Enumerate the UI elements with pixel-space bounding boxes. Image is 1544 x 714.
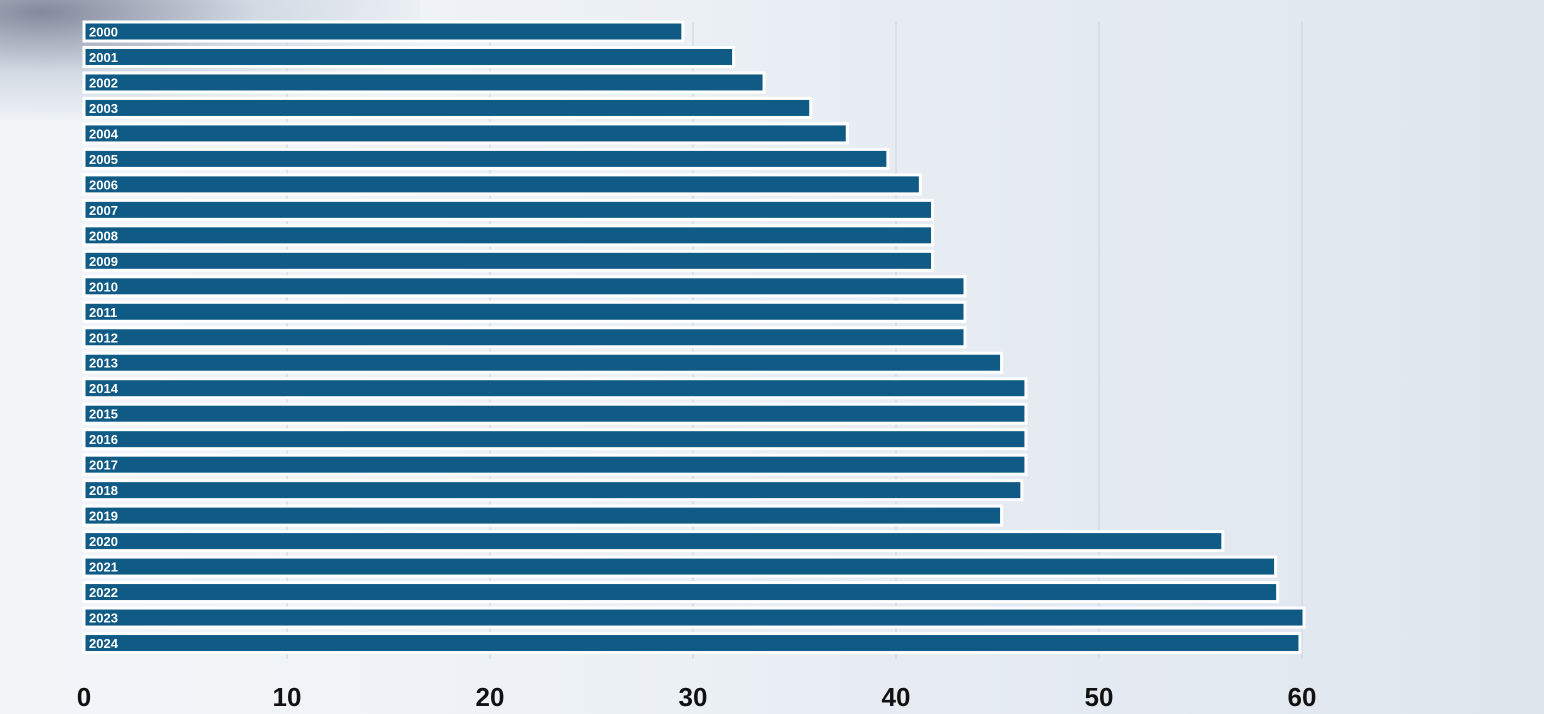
bar-group: 2010	[82, 275, 967, 298]
category-label: 2019	[89, 509, 118, 524]
category-label: 2024	[89, 636, 119, 651]
bar	[82, 402, 1028, 425]
bar	[82, 351, 1004, 374]
x-tick-label: 0	[77, 682, 91, 712]
bar	[82, 224, 935, 247]
category-label: 2009	[89, 254, 118, 269]
category-label: 2005	[89, 152, 118, 167]
x-tick-label: 10	[273, 682, 302, 712]
bar-group: 2022	[82, 581, 1280, 604]
bar	[82, 453, 1028, 476]
bar-group: 2016	[82, 428, 1028, 451]
bar	[82, 249, 935, 272]
bar	[82, 45, 736, 68]
bar-group: 2019	[82, 504, 1004, 527]
bar	[82, 479, 1024, 502]
bar	[82, 147, 890, 170]
bar	[82, 530, 1225, 553]
bar-group: 2014	[82, 377, 1028, 400]
category-label: 2006	[89, 177, 118, 192]
bar-group: 2009	[82, 249, 935, 272]
bar-group: 2004	[82, 122, 849, 145]
bar	[82, 71, 766, 94]
category-label: 2010	[89, 279, 118, 294]
x-tick-label: 60	[1288, 682, 1317, 712]
bar	[82, 20, 685, 43]
x-tick-label: 20	[476, 682, 505, 712]
category-label: 2021	[89, 560, 118, 575]
bar-group: 2012	[82, 326, 967, 349]
bar	[82, 606, 1306, 629]
bar-group: 2017	[82, 453, 1028, 476]
category-label: 2003	[89, 101, 118, 116]
bar-group: 2006	[82, 173, 922, 196]
bar	[82, 632, 1302, 655]
bar	[82, 377, 1028, 400]
x-tick-label: 40	[882, 682, 911, 712]
bar-group: 2011	[82, 300, 967, 323]
category-label: 2014	[89, 381, 119, 396]
bar-group: 2018	[82, 479, 1024, 502]
category-label: 2016	[89, 432, 118, 447]
x-tick-label: 30	[679, 682, 708, 712]
category-label: 2023	[89, 611, 118, 626]
bar-group: 2000	[82, 20, 685, 43]
category-label: 2015	[89, 407, 118, 422]
bar-group: 2024	[82, 632, 1302, 655]
category-label: 2008	[89, 228, 118, 243]
category-label: 2004	[89, 126, 119, 141]
bar-group: 2001	[82, 45, 736, 68]
category-label: 2018	[89, 483, 118, 498]
bar	[82, 122, 849, 145]
category-label: 2022	[89, 585, 118, 600]
x-tick-label: 50	[1085, 682, 1114, 712]
bar	[82, 326, 967, 349]
bar	[82, 300, 967, 323]
bar-group: 2021	[82, 555, 1278, 578]
category-label: 2007	[89, 203, 118, 218]
bar	[82, 198, 935, 221]
bar	[82, 275, 967, 298]
bar	[82, 96, 813, 119]
category-label: 2002	[89, 75, 118, 90]
category-label: 2011	[89, 305, 117, 320]
category-label: 2013	[89, 356, 118, 371]
bar	[82, 555, 1278, 578]
bar-group: 2008	[82, 224, 935, 247]
category-label: 2017	[89, 458, 118, 473]
bar	[82, 173, 922, 196]
bar	[82, 428, 1028, 451]
bar	[82, 504, 1004, 527]
bar-group: 2003	[82, 96, 813, 119]
category-label: 2020	[89, 534, 118, 549]
bar-group: 2013	[82, 351, 1004, 374]
bar-group: 2023	[82, 606, 1306, 629]
bar-group: 2015	[82, 402, 1028, 425]
bar-group: 2005	[82, 147, 890, 170]
category-label: 2012	[89, 330, 118, 345]
category-label: 2000	[89, 25, 118, 40]
bar-group: 2002	[82, 71, 766, 94]
bar-group: 2007	[82, 198, 935, 221]
bar-group: 2020	[82, 530, 1225, 553]
category-label: 2001	[89, 50, 118, 65]
bar	[82, 581, 1280, 604]
